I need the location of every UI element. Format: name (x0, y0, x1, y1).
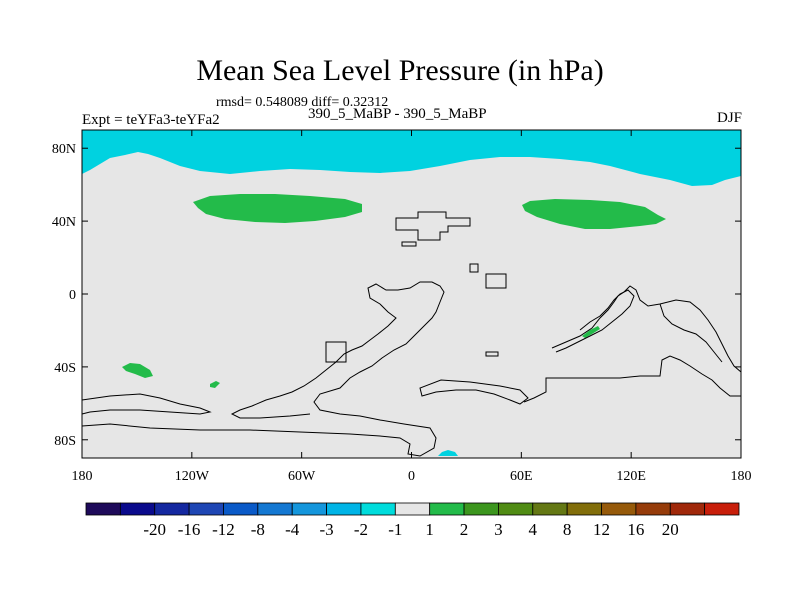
contour-line (325, 341, 347, 363)
colorbar-swatch (188, 502, 224, 516)
contour-line (485, 351, 499, 357)
colorbar-swatch (85, 502, 121, 516)
colorbar-swatch (669, 502, 706, 516)
contour-line (469, 263, 479, 273)
colorbar-swatch (463, 502, 499, 516)
contour-line (555, 289, 635, 353)
contour-line (81, 281, 445, 457)
colorbar-label: 2 (460, 520, 469, 539)
experiment-label: Expt = teYFa3-teYFa2 (82, 112, 220, 128)
colorbar-swatch (498, 502, 534, 516)
x-tick-label: 0 (408, 469, 415, 484)
chart-title: Mean Sea Level Pressure (in hPa) (196, 54, 604, 87)
colorbar-label: 8 (563, 520, 572, 539)
colorbar-label: -20 (143, 520, 166, 539)
colorbar-swatch (119, 502, 156, 516)
y-tick-label: 40N (52, 215, 76, 230)
colorbar-swatch (429, 502, 465, 516)
colorbar-label: -3 (319, 520, 333, 539)
stats-text: rmsd= 0.548089 diff= 0.32312 (216, 95, 389, 110)
colorbar-swatch (532, 502, 568, 516)
colorbar-swatch (360, 502, 396, 516)
x-tick-label: 120W (175, 469, 210, 484)
contour-line (395, 211, 471, 241)
colorbar: -20 -16 -12 -8 -4 -3 -2 -1 1 2 3 4 8 12 16 20 (85, 502, 740, 539)
arctic-low-band (82, 130, 741, 186)
colorbar-label: -16 (178, 520, 201, 539)
colorbar-label: 4 (529, 520, 538, 539)
colorbar-swatch (257, 502, 293, 516)
x-tick-label: 60E (510, 469, 533, 484)
colorbar-swatch (704, 502, 740, 516)
colorbar-swatch (601, 502, 637, 516)
y-tick-label: 80S (54, 434, 76, 449)
south-pacific-high (122, 363, 153, 378)
colorbar-swatch (566, 502, 602, 516)
colorbar-label: -12 (212, 520, 235, 539)
contour-lines (81, 211, 742, 457)
eurasia-high (522, 199, 666, 229)
colorbar-swatch (394, 502, 431, 516)
x-tick-label: 120E (616, 469, 646, 484)
colorbar-label: 12 (593, 520, 610, 539)
south-pacific-high-small (210, 381, 220, 388)
north-pacific-high (193, 194, 362, 223)
colorbar-swatch (326, 502, 362, 516)
colorbar-label: -8 (251, 520, 265, 539)
colorbar-swatch (635, 502, 671, 516)
colorbar-swatch (291, 502, 327, 516)
x-tick-label: 180 (72, 469, 93, 484)
y-tick-label: 40S (54, 361, 76, 376)
indian-ocean-high (582, 326, 600, 338)
contour-line (401, 241, 417, 247)
colorbar-swatch (223, 502, 259, 516)
contour-line (659, 303, 723, 363)
colorbar-label: -4 (285, 520, 300, 539)
colorbar-label: 20 (662, 520, 679, 539)
y-tick-label: 0 (69, 288, 76, 303)
x-tick-label: 180 (731, 469, 752, 484)
contour-line (419, 379, 529, 405)
season-label: DJF (716, 110, 742, 126)
x-tick-label: 60W (288, 469, 316, 484)
colorbar-label: 1 (425, 520, 434, 539)
antarctic-low (438, 450, 458, 456)
plot-background (82, 130, 741, 458)
colorbar-label: 3 (494, 520, 503, 539)
contour-line (81, 393, 212, 415)
contour-line (485, 273, 507, 289)
y-tick-label: 80N (52, 142, 76, 157)
colorbar-label: 16 (627, 520, 644, 539)
colorbar-swatch (154, 502, 190, 516)
period-label: 390_5_MaBP - 390_5_MaBP (308, 106, 487, 122)
colorbar-label: -2 (354, 520, 368, 539)
colorbar-label: -1 (388, 520, 402, 539)
axes: 180 120W 60W 0 60E 120E 180 80N 40N 0 40S 80S (52, 130, 752, 484)
